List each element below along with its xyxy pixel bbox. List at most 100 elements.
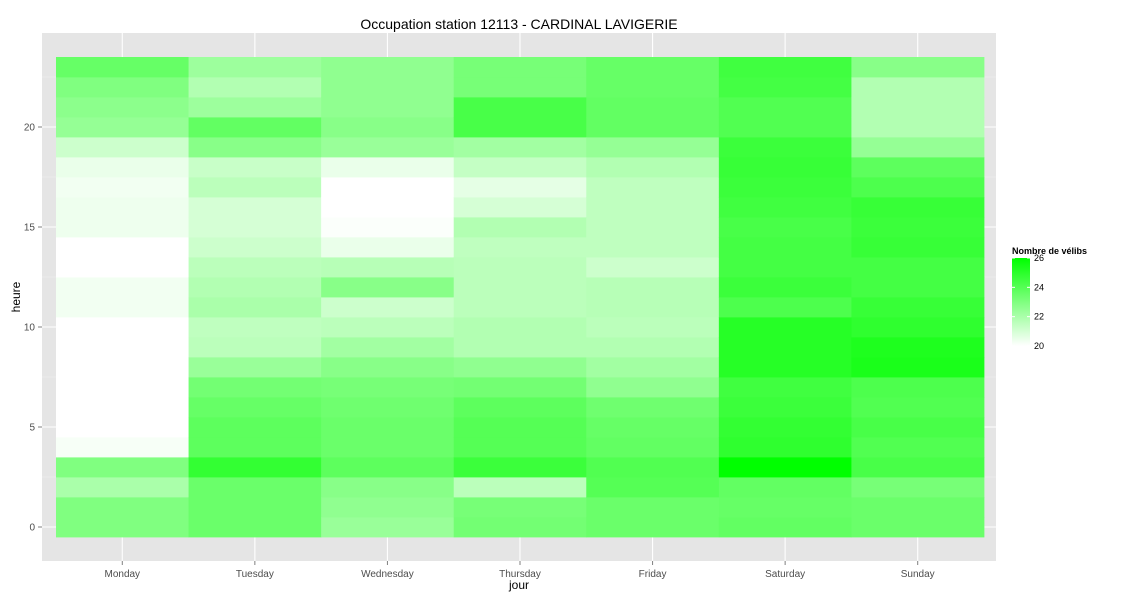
heatmap-tile [453,77,587,98]
heatmap-tile [56,437,189,458]
heatmap-tile [851,97,985,118]
legend-label: 26 [1034,253,1044,263]
chart-title: Occupation station 12113 - CARDINAL LAVI… [360,16,677,32]
heatmap-tile [718,477,852,498]
heatmap-tile [851,317,985,338]
heatmap-tile [586,477,720,498]
heatmap-tile [718,57,852,78]
heatmap-tile [851,497,985,518]
heatmap-tile [453,477,587,498]
heatmap-tile [56,237,189,258]
heatmap-tile [586,277,720,298]
heatmap-tile [188,197,322,218]
heatmap-tile [718,297,852,318]
heatmap-tile [188,417,322,438]
heatmap-tile [188,257,322,278]
x-tick-label: Thursday [499,569,541,580]
heatmap-tile [56,477,189,498]
heatmap-tile [321,57,455,78]
heatmap-tile [321,237,455,258]
heatmap-tile [321,297,455,318]
legend-colorbar [1012,258,1030,346]
heatmap-tile [718,497,852,518]
heatmap-tile [586,237,720,258]
heatmap-tile [586,137,720,158]
heatmap-tile [56,497,189,518]
heatmap-tile [586,397,720,418]
heatmap-tile [453,317,587,338]
heatmap-tile [188,177,322,198]
heatmap-tile [56,517,189,538]
heatmap-tile [586,177,720,198]
heatmap-tile [718,457,852,478]
heatmap-tile [586,357,720,378]
heatmap-tile [718,517,852,538]
heatmap-tile [321,217,455,238]
heatmap-tile [56,97,189,118]
heatmap-tile [851,197,985,218]
heatmap-tile [851,237,985,258]
heatmap-tile [56,377,189,398]
heatmap-tile [851,457,985,478]
heatmap-tile [851,417,985,438]
heatmap-tile [718,317,852,338]
heatmap-tile [453,497,587,518]
heatmap-tile [453,97,587,118]
heatmap-tile [718,417,852,438]
heatmap-tile [718,77,852,98]
heatmap-tile [56,217,189,238]
heatmap-tile [453,117,587,138]
y-tick-label: 10 [24,323,36,334]
heatmap-tile [586,257,720,278]
heatmap-tile [321,197,455,218]
heatmap-tile [56,117,189,138]
heatmap-tile [851,177,985,198]
heatmap-tile [56,317,189,338]
heatmap-tile [188,397,322,418]
heatmap-tile [851,217,985,238]
y-tick-label: 0 [29,523,35,534]
heatmap-tile [321,337,455,358]
heatmap-tile [453,157,587,178]
heatmap-tile [453,417,587,438]
heatmap-tile [188,517,322,538]
heatmap-tile [321,277,455,298]
heatmap-tile [851,397,985,418]
y-tick-label: 15 [24,223,36,234]
heatmap-tile [586,337,720,358]
heatmap-tile [56,177,189,198]
heatmap-tile [851,257,985,278]
heatmap-tile [56,337,189,358]
heatmap-tile [453,437,587,458]
heatmap-tile [718,237,852,258]
heatmap-tile [453,197,587,218]
heatmap-tile [188,77,322,98]
heatmap-tile [453,177,587,198]
heatmap-tile [586,157,720,178]
heatmap-tile [321,317,455,338]
color-legend: Nombre de vélibs 20 22 24 26 [1012,246,1087,351]
legend-label: 22 [1034,312,1044,322]
x-tick-label: Sunday [901,569,935,580]
heatmap-tile [321,497,455,518]
heatmap-tile [586,57,720,78]
heatmap-tile [56,277,189,298]
heatmap-tile [321,517,455,538]
heatmap-tile [453,217,587,238]
heatmap-tile [321,257,455,278]
heatmap-tile [321,157,455,178]
heatmap-tile [188,217,322,238]
heatmap-tile [718,357,852,378]
heatmap-tile [851,137,985,158]
heatmap-tile [453,237,587,258]
heatmap-tile [453,277,587,298]
heatmap-tile [718,197,852,218]
x-tick-label: Saturday [765,569,805,580]
heatmap-tile [586,377,720,398]
heatmap-tile [56,77,189,98]
heatmap-tile [718,137,852,158]
heatmap-tile [56,357,189,378]
heatmap-tile [586,217,720,238]
heatmap-tile [851,437,985,458]
heatmap-tile [321,97,455,118]
